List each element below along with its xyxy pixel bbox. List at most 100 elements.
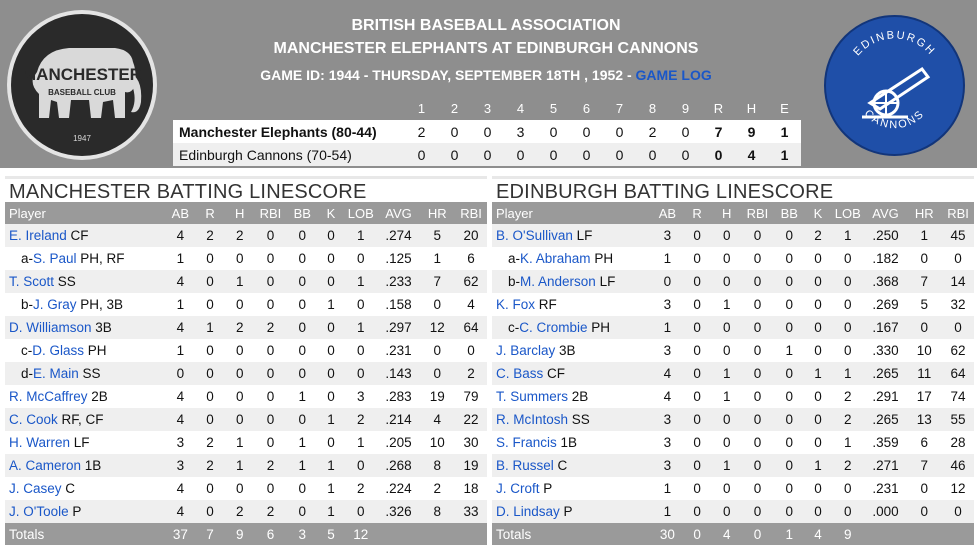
table-row: K. Fox RF 3 0 1 0 0 0 0.269 5 32: [492, 293, 974, 316]
stat-cell: 0: [805, 500, 831, 523]
stat-cell: 2: [343, 477, 378, 500]
table-row: b-M. Anderson LF 0 0 0 0 0 0 0.368 7 14: [492, 270, 974, 293]
player-position: P: [539, 481, 553, 496]
stat-cell: .297: [377, 316, 420, 339]
stat-cell: 2: [224, 500, 255, 523]
stat-cell: 3: [652, 408, 683, 431]
table-row: H. Warren LF 3 2 1 0 1 0 1.205 10 30: [5, 431, 487, 454]
svg-text:MANCHESTER: MANCHESTER: [22, 65, 142, 84]
stat-cell: 1: [711, 454, 742, 477]
player-position: PH: [587, 320, 611, 335]
stat-cell: 33: [455, 500, 487, 523]
column-header: K: [805, 202, 831, 224]
stat-cell: .269: [864, 293, 907, 316]
stat-cell: .125: [377, 247, 420, 270]
stat-cell: 12: [942, 477, 974, 500]
total-cell: 6: [254, 523, 287, 545]
player-cell: D. Lindsay P: [492, 500, 653, 523]
player-link[interactable]: S. Paul: [33, 251, 77, 266]
stat-cell: 0: [942, 247, 974, 270]
player-link[interactable]: E. Main: [33, 366, 79, 381]
player-link[interactable]: J. Barclay: [496, 343, 556, 358]
player-link[interactable]: B. O'Sullivan: [496, 228, 573, 243]
stat-cell: 5: [419, 224, 456, 247]
player-link[interactable]: S. Francis: [496, 435, 557, 450]
stat-cell: 0: [286, 224, 319, 247]
stat-cell: 0: [343, 362, 378, 385]
player-link[interactable]: C. Crombie: [519, 320, 588, 335]
total-cell: [942, 523, 974, 545]
stat-cell: 1: [318, 500, 344, 523]
player-link[interactable]: B. Russel: [496, 458, 554, 473]
stat-cell: 0: [773, 385, 806, 408]
linescore-header: 1 2 3 4 5 6 7 8 9 R H E: [417, 101, 789, 116]
player-cell: C. Cook RF, CF: [5, 408, 166, 431]
stat-cell: 0: [254, 224, 287, 247]
stat-cell: .283: [377, 385, 420, 408]
stat-cell: 0: [711, 339, 742, 362]
stat-cell: 0: [682, 224, 712, 247]
player-link[interactable]: J. Casey: [9, 481, 62, 496]
stat-cell: 28: [942, 431, 974, 454]
stat-cell: 0: [830, 500, 865, 523]
column-header: AB: [652, 202, 683, 224]
stat-cell: 0: [195, 339, 225, 362]
player-link[interactable]: C. Cook: [9, 412, 58, 427]
player-link[interactable]: K. Fox: [496, 297, 536, 312]
stat-cell: 0: [741, 224, 774, 247]
stat-cell: 7: [419, 270, 456, 293]
player-link[interactable]: D. Williamson: [9, 320, 92, 335]
linescore-table: 1 2 3 4 5 6 7 8 9 R H E Manchester Eleph…: [173, 97, 801, 166]
stat-cell: .167: [864, 316, 907, 339]
game-log-link[interactable]: GAME LOG: [635, 67, 712, 83]
stat-cell: 1: [652, 477, 683, 500]
edinburgh-batting-table: Player AB R H RBI BB K LOB AVG HR RBI B. O'Sullivan…: [492, 202, 974, 545]
stat-cell: 1: [343, 270, 378, 293]
player-link[interactable]: J. O'Toole: [9, 504, 69, 519]
stat-cell: 0: [318, 362, 344, 385]
table-row: T. Scott SS 4 0 1 0 0 0 1.233 7 62: [5, 270, 487, 293]
player-link[interactable]: J. Gray: [33, 297, 77, 312]
stat-cell: 0: [741, 270, 774, 293]
stat-cell: 1: [224, 454, 255, 477]
player-link[interactable]: D. Glass: [32, 343, 85, 358]
stat-cell: 0: [741, 385, 774, 408]
stat-cell: 0: [741, 477, 774, 500]
stat-cell: 6: [906, 431, 943, 454]
player-position: 2B: [87, 389, 108, 404]
player-link[interactable]: M. Anderson: [520, 274, 596, 289]
stat-cell: 2: [455, 362, 487, 385]
player-cell: T. Scott SS: [5, 270, 166, 293]
stat-cell: 0: [711, 316, 742, 339]
stat-cell: 1: [906, 224, 943, 247]
player-link[interactable]: C. Bass: [496, 366, 544, 381]
stat-cell: 0: [906, 316, 943, 339]
stat-cell: 3: [652, 293, 683, 316]
stat-cell: 8: [419, 500, 456, 523]
player-position: RF: [535, 297, 557, 312]
stat-cell: 0: [805, 293, 831, 316]
team-name: Manchester Elephants (80-44): [173, 120, 405, 143]
player-link[interactable]: K. Abraham: [520, 251, 591, 266]
stat-cell: 1: [711, 293, 742, 316]
column-header: HR: [419, 202, 456, 224]
edinburgh-batting-box: EDINBURGH BATTING LINESCORE Player AB R H RB…: [492, 176, 974, 545]
team-name: Edinburgh Cannons (70-54): [173, 143, 405, 166]
player-link[interactable]: T. Scott: [9, 274, 55, 289]
player-link[interactable]: R. McIntosh: [496, 412, 569, 427]
stat-cell: 0: [830, 293, 865, 316]
player-link[interactable]: A. Cameron: [9, 458, 82, 473]
player-link[interactable]: R. McCaffrey: [9, 389, 88, 404]
player-position: PH, RF: [76, 251, 125, 266]
stat-cell: 8: [419, 454, 456, 477]
player-link[interactable]: E. Ireland: [9, 228, 67, 243]
player-link[interactable]: J. Croft: [496, 481, 540, 496]
player-link[interactable]: D. Lindsay: [496, 504, 560, 519]
player-link[interactable]: H. Warren: [9, 435, 71, 450]
player-position: 3B: [91, 320, 112, 335]
stat-cell: .143: [377, 362, 420, 385]
stat-cell: 0: [195, 408, 225, 431]
player-link[interactable]: T. Summers: [496, 389, 569, 404]
stat-cell: 0: [195, 500, 225, 523]
stat-cell: .268: [377, 454, 420, 477]
